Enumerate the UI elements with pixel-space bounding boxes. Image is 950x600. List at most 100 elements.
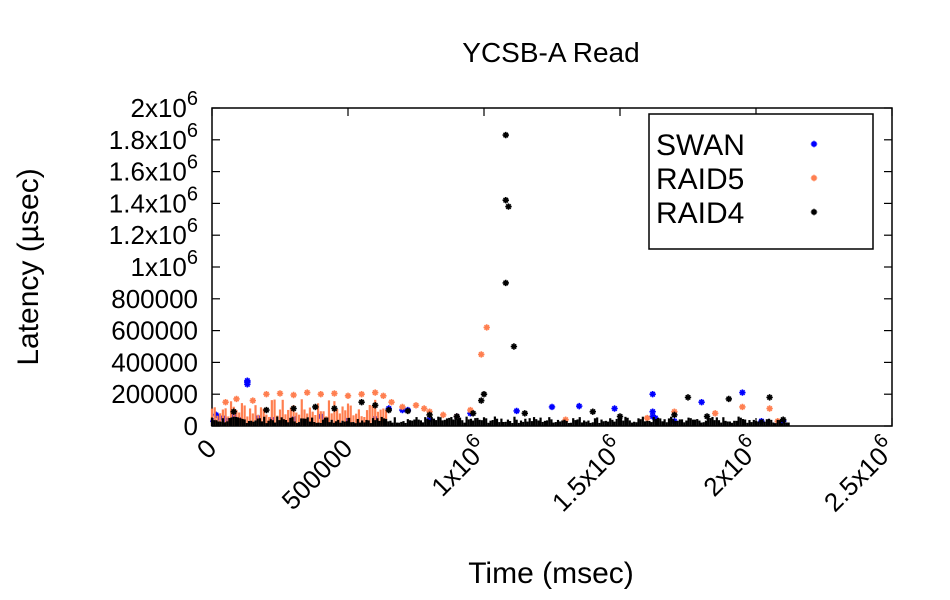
legend-label-raid4: RAID4 bbox=[656, 197, 744, 230]
data-point-raid4 bbox=[510, 343, 518, 350]
y-tick-label: 1.6x106 bbox=[109, 152, 198, 187]
data-point-raid4 bbox=[404, 407, 412, 415]
y-axis: 02000004000006000008000001x1061.2x1061.4… bbox=[109, 88, 892, 441]
data-point-raid5 bbox=[276, 390, 284, 397]
data-point-raid4 bbox=[780, 416, 787, 423]
data-point-raid5 bbox=[440, 411, 447, 419]
y-tick-label-text: 400000 bbox=[111, 347, 198, 377]
y-tick-label-text: 1.6x10 bbox=[109, 157, 187, 187]
y-tick-label: 1.4x106 bbox=[109, 183, 198, 218]
data-point-raid4 bbox=[766, 394, 773, 401]
data-point-raid4 bbox=[230, 408, 237, 415]
legend-marker-raid5 bbox=[810, 174, 818, 182]
data-point-raid5 bbox=[388, 398, 395, 406]
data-point-swan bbox=[244, 377, 251, 384]
legend-label-raid5: RAID5 bbox=[656, 163, 744, 196]
x-tick-label: 0 bbox=[191, 433, 222, 464]
data-point-raid5 bbox=[358, 391, 365, 398]
data-point-raid5 bbox=[644, 414, 651, 422]
y-tick-label: 1.8x106 bbox=[109, 120, 198, 155]
y-tick-label-text: 600000 bbox=[111, 316, 198, 346]
legend-box bbox=[648, 113, 874, 250]
data-point-raid5 bbox=[380, 392, 387, 399]
data-point-swan bbox=[426, 416, 433, 423]
x-tick-label-text: 2.5x10 bbox=[818, 441, 894, 517]
data-point-raid4 bbox=[505, 203, 512, 210]
y-tick-label-text: 1.4x10 bbox=[109, 188, 187, 218]
data-point-raid5 bbox=[290, 391, 297, 399]
data-point-swan bbox=[212, 411, 220, 419]
x-tick-label: 1x106 bbox=[422, 429, 494, 501]
data-point-raid4 bbox=[290, 405, 297, 412]
data-point-raid4 bbox=[502, 131, 509, 139]
data-point-raid5 bbox=[344, 392, 352, 399]
y-tick-label-exponent: 6 bbox=[187, 88, 198, 110]
data-point-swan bbox=[611, 405, 618, 412]
y-tick-label-exponent: 6 bbox=[187, 120, 198, 142]
data-point-raid4 bbox=[312, 403, 319, 411]
y-tick-label-text: 1x10 bbox=[130, 252, 186, 282]
data-point-raid5 bbox=[766, 405, 773, 412]
data-point-raid5 bbox=[331, 390, 338, 397]
marks-layer bbox=[210, 131, 790, 426]
data-point-raid4 bbox=[426, 411, 433, 419]
x-axis-label: Time (msec) bbox=[468, 557, 634, 590]
y-tick-label: 1.2x106 bbox=[109, 215, 198, 250]
y-tick-label-text: 2x10 bbox=[130, 93, 186, 123]
y-tick-label: 400000 bbox=[111, 347, 198, 377]
series-raid5 bbox=[210, 324, 781, 426]
x-tick-label: 2x106 bbox=[694, 429, 766, 501]
data-point-raid4 bbox=[480, 391, 488, 398]
data-point-raid5 bbox=[317, 391, 324, 398]
y-tick-label-text: 800000 bbox=[111, 284, 198, 314]
x-tick-label: 500000 bbox=[276, 433, 359, 516]
data-point-raid4 bbox=[331, 405, 338, 412]
data-point-raid4 bbox=[453, 413, 460, 420]
chart-title: YCSB-A Read bbox=[462, 37, 639, 68]
data-point-raid4 bbox=[521, 410, 528, 417]
x-tick-label: 2.5x106 bbox=[814, 429, 902, 517]
data-point-swan bbox=[649, 391, 656, 398]
data-point-raid4 bbox=[372, 402, 379, 409]
legend-label-swan: SWAN bbox=[656, 129, 745, 162]
data-point-raid4 bbox=[616, 413, 624, 420]
y-tick-label-exponent: 6 bbox=[187, 215, 198, 237]
y-tick-label: 600000 bbox=[111, 316, 198, 346]
data-point-raid5 bbox=[399, 403, 406, 411]
y-tick-label-text: 1.8x10 bbox=[109, 125, 187, 155]
data-point-raid5 bbox=[263, 391, 270, 398]
data-point-swan bbox=[652, 414, 659, 422]
data-point-raid5 bbox=[420, 405, 428, 412]
data-point-raid5 bbox=[249, 397, 256, 404]
y-tick-label-exponent: 6 bbox=[187, 247, 198, 269]
data-point-raid4 bbox=[502, 197, 509, 204]
x-tick-label: 1.5x106 bbox=[542, 429, 630, 517]
y-tick-label: 800000 bbox=[111, 284, 198, 314]
data-point-raid4 bbox=[263, 406, 270, 414]
data-point-raid4 bbox=[502, 279, 509, 287]
data-point-swan bbox=[513, 407, 520, 415]
data-point-raid5 bbox=[478, 351, 485, 358]
data-point-raid5 bbox=[483, 324, 490, 331]
series-raid4 bbox=[210, 131, 790, 426]
y-tick-label-text: 200000 bbox=[111, 379, 198, 409]
y-tick-label-text: 1.2x10 bbox=[109, 220, 187, 250]
data-point-raid4 bbox=[589, 408, 596, 415]
y-tick-label-exponent: 6 bbox=[187, 183, 198, 205]
data-point-raid4 bbox=[725, 395, 732, 403]
data-point-raid5 bbox=[412, 402, 420, 409]
y-tick-label: 0 bbox=[184, 411, 198, 441]
data-point-swan bbox=[649, 408, 656, 415]
y-tick-label: 1x106 bbox=[130, 247, 198, 282]
data-point-raid5 bbox=[304, 389, 311, 396]
legend-marker-swan bbox=[810, 140, 818, 148]
data-point-raid5 bbox=[562, 416, 569, 423]
data-point-raid4 bbox=[684, 394, 692, 401]
data-point-raid5 bbox=[233, 395, 240, 403]
data-point-raid5 bbox=[467, 406, 474, 414]
data-point-raid4 bbox=[385, 406, 392, 414]
data-point-raid5 bbox=[712, 410, 719, 417]
data-point-raid4 bbox=[478, 397, 485, 404]
